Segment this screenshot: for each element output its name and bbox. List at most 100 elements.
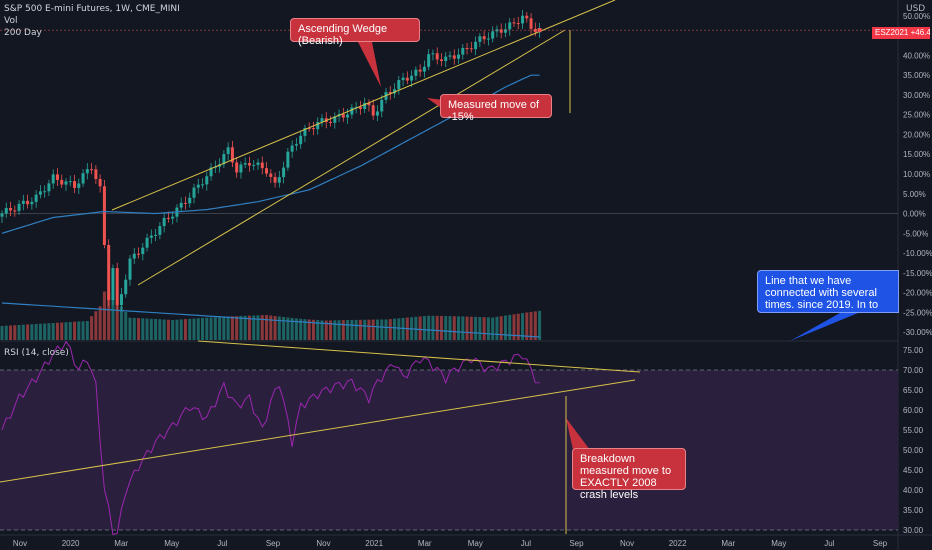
time-tick-label: 2021 [365,539,383,548]
volume-bar [247,315,251,340]
candle-body [141,247,145,255]
volume-bar [307,319,311,340]
volume-bar [512,314,516,340]
time-tick-label: Nov [316,539,330,548]
breakdown-callout-pointer [566,418,590,450]
price-tag-ticker: ESZ2021 [875,28,909,37]
volume-bar [38,323,42,340]
symbol-title[interactable]: S&P 500 E-mini Futures, 1W, CME_MINI [4,4,180,14]
volume-bar [17,325,21,340]
measured-move-callout[interactable]: Measured move of -15% [440,94,552,123]
ma-legend[interactable]: 200 Day [4,28,42,38]
time-tick-label: 2020 [62,539,80,548]
candle-body [393,89,397,94]
candle-body [154,234,158,236]
volume-bar [141,318,145,340]
volume-bar [354,319,358,340]
volume-bar [457,316,461,340]
candle-body [380,99,384,112]
volume-bar [145,318,149,340]
volume-bar [13,325,17,340]
volume-bar [222,316,226,340]
volume-bar [371,319,375,340]
measured-callout-pointer [427,98,444,110]
volume-bar [414,316,418,340]
candle-body [230,147,234,163]
volume-bar [90,316,94,340]
price-tick-label: 0.00% [903,210,926,219]
candle-body [290,145,294,152]
price-tick-label: 35.00% [903,71,930,80]
volume-bar [34,323,38,340]
volume-bar [525,312,529,340]
volume-bar [533,311,537,340]
rsi-tick-label: 60.00 [903,406,924,415]
volume-bar [316,320,320,340]
volume-bar [341,320,345,340]
candle-body [47,183,51,192]
volume-bar [149,318,153,340]
volume-bar [124,312,128,340]
price-tick-label: -10.00% [903,249,932,258]
volume-bar [213,317,217,340]
volume-bar [4,325,8,340]
candle-body [4,208,8,214]
volume-bar [324,320,328,340]
volume-bar [107,293,111,340]
volume-bar [218,316,222,340]
candle-body [525,15,529,19]
candle-body [265,168,269,174]
volume-bar [132,317,136,340]
volume-bar [9,325,13,340]
candle-body [350,107,354,115]
volume-bar [179,319,183,340]
price-tick-label: 20.00% [903,130,930,139]
volume-bar [503,315,507,340]
volume-bar [311,319,315,340]
time-tick-label: May [164,539,179,548]
candle-body [73,181,77,188]
time-tick-label: Sep [266,539,281,548]
trendline-note-callout[interactable]: Line that we have connected with several… [757,270,899,313]
volume-bar [363,319,367,340]
volume-bar [98,306,102,340]
candle-body [277,177,281,183]
volume-bar [226,316,230,340]
volume-legend[interactable]: Vol [4,16,18,26]
time-tick-label: Jul [824,539,834,548]
candle-body [418,69,422,72]
candle-body [435,53,439,60]
volume-bar [388,319,392,340]
volume-bar [205,317,209,340]
rsi-legend[interactable]: RSI (14, close) [4,348,69,358]
volume-bar [77,321,81,340]
candle-body [119,294,123,306]
candle-body [179,202,183,208]
volume-bar [196,318,200,340]
wedge-callout[interactable]: Ascending Wedge (Bearish) [290,18,420,47]
volume-bar [282,316,286,340]
volume-bar [64,322,68,340]
candle-body [102,186,106,245]
candle-body [431,53,435,55]
rsi-upper-trendline [197,340,641,373]
candle-body [26,200,30,205]
candle-body [499,29,503,33]
candle-body [448,55,452,57]
candle-body [243,163,247,165]
rsi-tick-label: 40.00 [903,486,924,495]
volume-bar [55,322,59,340]
volume-bar [367,319,371,340]
breakdown-callout[interactable]: Breakdown measured move to EXACTLY 2008 … [572,448,686,501]
candle-body [196,184,200,188]
candle-body [30,201,34,205]
volume-bar [461,316,465,340]
candle-body [38,191,42,195]
candle-body [145,237,149,248]
time-tick-label: Mar [721,539,735,548]
candle-body [51,174,55,184]
volume-bar [380,319,384,340]
candle-body [9,208,13,211]
currency-label: USD [906,4,926,14]
volume-bar [516,313,520,340]
